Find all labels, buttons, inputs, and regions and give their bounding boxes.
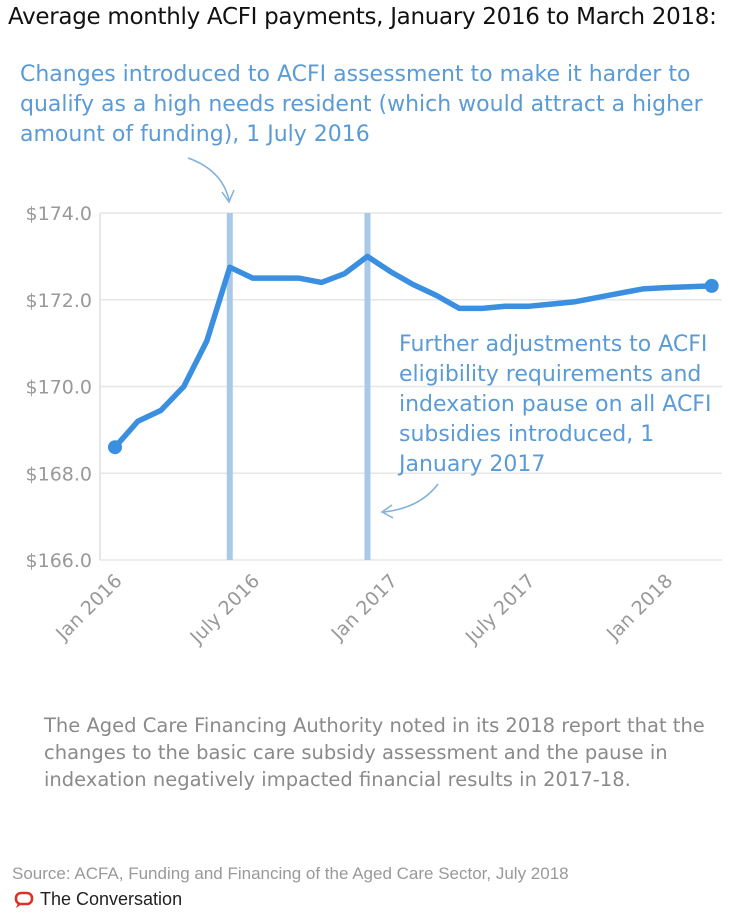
data-point [108,440,122,455]
series-line [112,253,715,450]
x-tick-label: Jan 2017 [326,570,401,645]
annotation-jan-2017: Further adjustments to ACFI eligibility … [399,332,712,477]
x-tick-label: Jan 2016 [51,570,126,645]
x-tick-label: Jan 2018 [602,570,677,645]
data-point [704,278,719,293]
brand-name: The Conversation [40,889,183,909]
y-tick-label: $168.0 [26,463,92,485]
annotation-arrow-2-head [380,504,394,519]
x-tick-label: July 2017 [461,570,540,649]
annotation-arrow-2 [383,483,439,513]
annotation-arrow-1 [187,157,230,201]
y-tick-label: $172.0 [26,290,92,312]
source-text: Source: ACFA, Funding and Financing of t… [12,864,569,883]
y-tick-label: $166.0 [26,550,92,572]
y-tick-label: $170.0 [26,377,92,399]
chart-note: The Aged Care Financing Authority noted … [44,714,705,791]
annotation-arrow-1-head [221,189,235,204]
y-tick-label: $174.0 [26,203,92,225]
chart-title: Average monthly ACFI payments, January 2… [8,4,717,30]
brand: The Conversation [14,889,182,910]
annotation-july-2016: Changes introduced to ACFI assessment to… [20,62,703,147]
conversation-logo-icon [14,891,34,908]
x-tick-label: July 2016 [185,570,264,649]
